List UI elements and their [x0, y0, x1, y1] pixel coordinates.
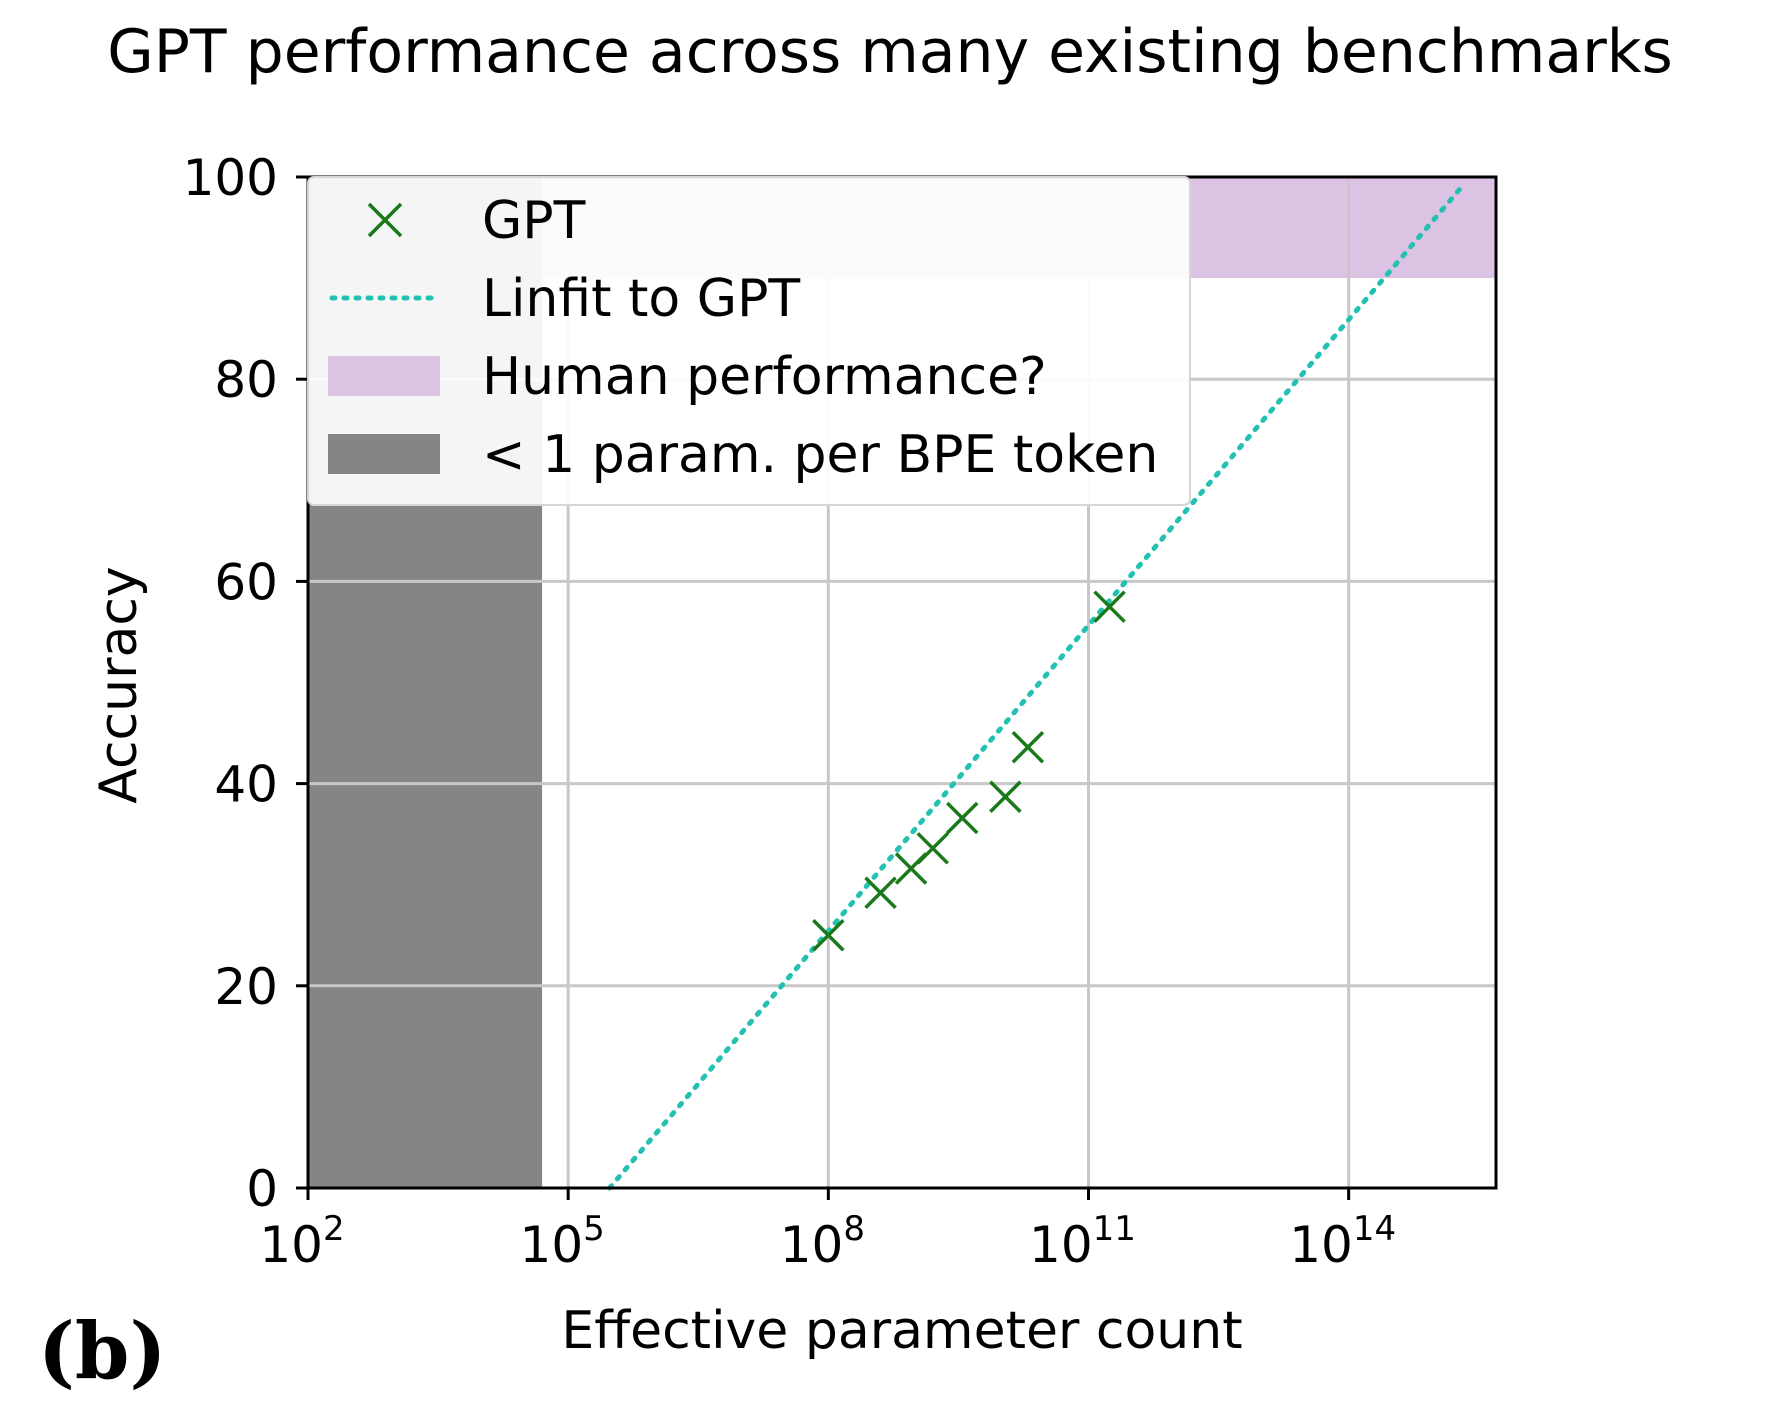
y-axis-ticks: 0 20 40 60 80 100 — [183, 149, 308, 1218]
legend-marker-stroke-b — [367, 202, 403, 238]
gpt-point-stroke-b — [812, 919, 845, 952]
gpt-point-stroke-b — [945, 801, 979, 835]
x-tick-label-0: 102 — [259, 1209, 344, 1274]
gpt-point-stroke-b — [864, 876, 897, 910]
x-tick-label-4: 1014 — [1289, 1209, 1396, 1274]
y-tick-label-2: 40 — [214, 756, 278, 814]
linfit-line — [607, 184, 1464, 1191]
x-axis-ticks: 102 105 108 1011 1014 — [259, 1188, 1396, 1274]
legend-label-2: Human performance? — [482, 347, 1047, 407]
panel-label: (b) — [38, 1306, 166, 1397]
gpt-point-3 — [916, 832, 949, 865]
y-axis-label: Accuracy — [89, 566, 149, 803]
x-axis-label: Effective parameter count — [561, 1301, 1242, 1361]
legend-patch-bpe — [328, 434, 440, 474]
gpt-point-7 — [1093, 590, 1126, 623]
legend: GPT Linfit to GPT Human performance? < 1 pa… — [307, 176, 1191, 506]
gpt-point-1 — [864, 876, 897, 910]
gpt-point-stroke-b — [916, 832, 949, 865]
legend-marker-gpt — [367, 202, 403, 238]
gpt-points — [812, 590, 1126, 952]
x-tick-label-3: 1011 — [1029, 1209, 1136, 1274]
x-tick-label-2: 108 — [780, 1209, 865, 1274]
legend-box — [307, 176, 1191, 506]
legend-patch-human — [328, 356, 440, 396]
x-tick-label-1: 105 — [520, 1209, 605, 1274]
gpt-point-5 — [989, 780, 1022, 813]
gpt-point-stroke-b — [1011, 730, 1045, 764]
y-tick-label-4: 80 — [214, 351, 278, 409]
gpt-point-stroke-b — [1093, 590, 1126, 623]
legend-label-3: < 1 param. per BPE token — [482, 425, 1158, 485]
gpt-point-0 — [812, 919, 845, 952]
y-tick-label-1: 20 — [214, 958, 278, 1016]
y-tick-label-5: 100 — [183, 149, 278, 207]
gpt-point-stroke-b — [989, 780, 1022, 813]
gpt-point-6 — [1011, 730, 1045, 764]
y-tick-label-3: 60 — [214, 553, 278, 611]
linfit-segment — [607, 184, 1464, 1191]
legend-label-1: Linfit to GPT — [482, 269, 800, 329]
chart-title: GPT performance across many existing ben… — [107, 17, 1673, 87]
gpt-point-4 — [945, 801, 979, 835]
y-tick-label-0: 0 — [246, 1160, 278, 1218]
legend-label-0: GPT — [482, 191, 586, 251]
